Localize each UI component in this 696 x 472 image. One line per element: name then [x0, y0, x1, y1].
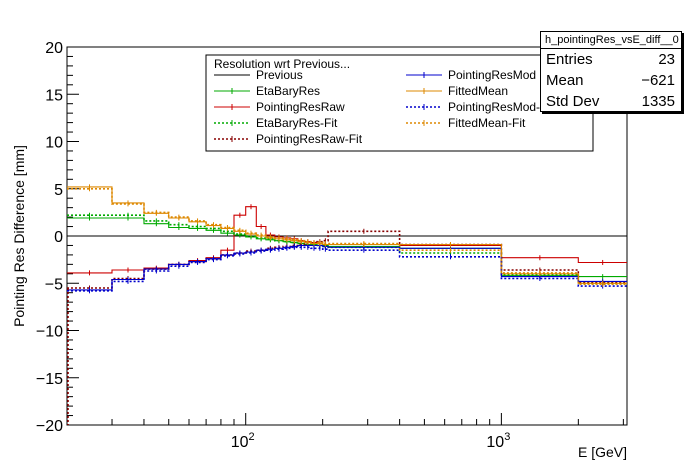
legend: Resolution wrt Previous... Previous EtaBa…: [205, 54, 594, 152]
series-fittedmean-fit-line: [67, 188, 627, 285]
legend-entry-previous: Previous: [214, 68, 303, 82]
legend-label: PointingResRaw: [256, 100, 345, 114]
y-tick-label: 15: [45, 87, 63, 104]
series-pointingresraw: [67, 204, 627, 276]
stats-row-mean: Mean −621: [541, 70, 681, 91]
legend-entry-fittedmean: FittedMean: [406, 84, 508, 98]
y-tick-label: 0: [54, 229, 63, 246]
y-axis-label: Pointing Res Difference [mm]: [11, 145, 27, 327]
legend-label: PointingResRaw-Fit: [256, 132, 363, 146]
legend-entry-pointingresmod: PointingResMod: [406, 68, 536, 82]
series-pointingresraw-fit-line: [67, 230, 627, 289]
legend-label: Previous: [256, 68, 303, 82]
legend-entry-etabaryres-fit: EtaBaryRes-Fit: [214, 116, 338, 130]
y-tick-label: −15: [36, 371, 63, 388]
series-fittedmean-fit: [67, 186, 627, 287]
y-tick-label: −5: [45, 276, 63, 293]
legend-entries: Previous EtaBaryRes PointingResRaw EtaBaryR…: [214, 68, 554, 146]
series-layer: [67, 184, 627, 425]
stats-key: Std Dev: [546, 93, 600, 110]
y-tick-label: 20: [45, 40, 63, 57]
stats-value: −621: [641, 72, 675, 89]
legend-label: PointingResMod: [448, 68, 536, 82]
x-axis-label: E [GeV]: [578, 444, 627, 460]
legend-entry-fittedmean-fit: FittedMean-Fit: [406, 116, 526, 130]
legend-entry-pointingresraw-fit: PointingResRaw-Fit: [214, 132, 363, 146]
legend-label: FittedMean-Fit: [448, 116, 526, 130]
series-pointingresraw-fit: [67, 228, 627, 291]
legend-label: FittedMean: [448, 84, 508, 98]
stats-value: 23: [658, 51, 675, 68]
stats-title: h_pointingRes_vsE_diff__0: [541, 32, 681, 49]
y-tick-label: 10: [45, 135, 63, 152]
legend-box: [205, 54, 594, 152]
y-tick-label: −20: [36, 418, 63, 435]
stats-row-stddev: Std Dev 1335: [541, 91, 681, 112]
stats-row-entries: Entries 23: [541, 49, 681, 70]
legend-entry-etabaryres: EtaBaryRes: [214, 84, 320, 98]
legend-label: EtaBaryRes: [256, 84, 320, 98]
legend-entry-pointingresraw: PointingResRaw: [214, 100, 345, 114]
stats-value: 1335: [641, 93, 675, 110]
stats-box: h_pointingRes_vsE_diff__0 Entries 23 Mea…: [540, 31, 682, 112]
legend-label: EtaBaryRes-Fit: [256, 116, 338, 130]
series-pointingresraw-line: [67, 206, 627, 274]
stats-key: Mean: [546, 72, 584, 89]
y-tick-label: 5: [54, 182, 63, 199]
y-tick-label: −10: [36, 324, 63, 341]
legend-label: PointingResMod-Fit: [448, 100, 554, 114]
legend-entry-pointingresmod-fit: PointingResMod-Fit: [406, 100, 554, 114]
x-tick-label: 103: [486, 431, 510, 451]
legend-title: Resolution wrt Previous...: [214, 57, 350, 71]
series-pointingresmod-fit-line: [67, 246, 627, 292]
x-tick-label: 102: [231, 431, 255, 451]
series-fittedmean: [67, 184, 627, 286]
stats-key: Entries: [546, 51, 593, 68]
